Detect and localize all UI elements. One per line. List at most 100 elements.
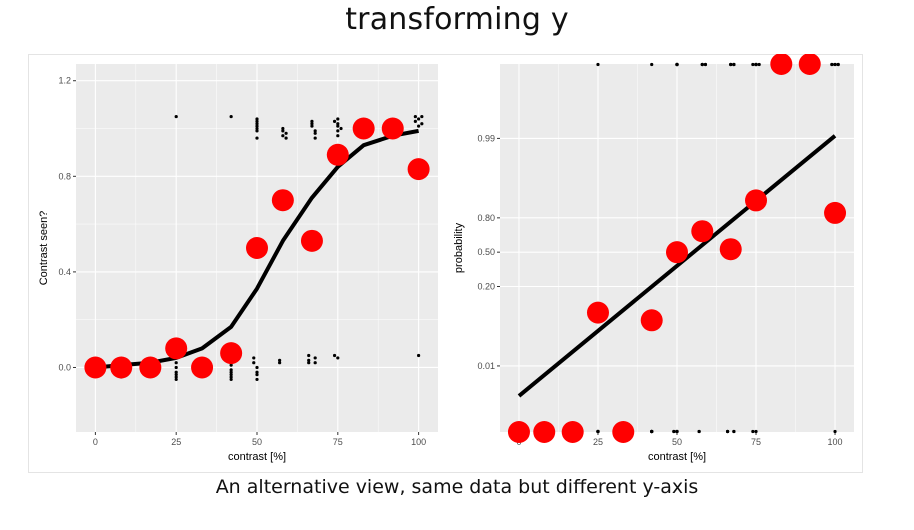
data-point (640, 309, 663, 332)
x-tick-label: 100 (411, 437, 426, 447)
raw-response-dot (697, 429, 701, 434)
raw-response-dot (833, 62, 837, 67)
data-point (407, 158, 430, 181)
data-point (271, 189, 294, 212)
raw-response-dot (281, 126, 285, 131)
data-point (352, 117, 375, 140)
slide-title: transforming y (345, 2, 569, 37)
raw-response-dot (229, 373, 233, 377)
raw-response-dot (278, 358, 282, 362)
raw-response-dot (255, 136, 259, 140)
data-point (381, 117, 404, 140)
x-tick-label: 0 (93, 437, 98, 447)
raw-response-dot (700, 62, 704, 67)
raw-response-dot (307, 358, 311, 362)
raw-response-dot (732, 429, 736, 434)
raw-response-dot (336, 122, 340, 126)
left-plot: 0 25 50 75 100 0.0 0.4 0.8 1.2 contrast [%] Contra… (38, 64, 438, 463)
raw-response-dot (672, 429, 676, 434)
raw-response-dot (751, 429, 755, 434)
raw-response-dot (310, 122, 314, 126)
y-tick-label: 0.4 (58, 267, 71, 277)
y-axis-label: probability (453, 222, 465, 273)
raw-response-dot (229, 114, 233, 119)
raw-response-dot (313, 136, 317, 140)
data-point (824, 201, 847, 224)
raw-response-dot (830, 62, 834, 67)
data-point (84, 356, 107, 379)
raw-response-dot (229, 377, 233, 382)
raw-response-dot (336, 117, 340, 121)
raw-response-dot (332, 353, 337, 358)
raw-response-dot (675, 429, 679, 434)
raw-response-dot (255, 370, 259, 374)
raw-response-dot (751, 62, 755, 67)
raw-response-dot (229, 363, 233, 367)
raw-response-dot (725, 429, 730, 434)
raw-response-dot (754, 429, 758, 434)
caption: An alternative view, same data but diffe… (215, 476, 699, 498)
data-point (139, 356, 162, 379)
y-tick-label: 0.80 (477, 213, 495, 223)
data-point (561, 421, 584, 443)
raw-response-dot (729, 62, 733, 67)
raw-response-dot (596, 429, 600, 434)
raw-response-dot (420, 122, 424, 126)
raw-response-dot (833, 429, 837, 434)
data-point (666, 241, 688, 264)
raw-response-dot (650, 62, 654, 67)
raw-response-dot (229, 375, 233, 379)
x-axis-label: contrast [%] (228, 451, 286, 463)
x-tick-label: 25 (593, 437, 603, 447)
data-point (300, 229, 323, 252)
raw-response-dot (174, 365, 178, 370)
raw-response-dot (307, 353, 311, 358)
x-tick-label: 25 (171, 437, 181, 447)
raw-response-dot (417, 353, 421, 358)
y-tick-label: 0.50 (477, 247, 495, 257)
raw-response-dot (174, 375, 178, 379)
data-point (246, 237, 268, 259)
raw-response-dot (754, 62, 758, 67)
fit-line (517, 134, 837, 398)
raw-response-dot (281, 134, 285, 138)
raw-response-dot (255, 129, 259, 133)
raw-response-dot (284, 131, 288, 135)
data-point (165, 337, 188, 360)
x-tick-label: 100 (828, 437, 843, 447)
raw-response-dot (336, 124, 340, 128)
raw-response-dot (420, 114, 424, 119)
y-tick-label: 0.0 (58, 362, 71, 372)
raw-response-dot (313, 129, 317, 133)
raw-response-dot (336, 134, 340, 138)
raw-response-dot (339, 126, 343, 131)
raw-response-dot (281, 129, 285, 133)
y-tick-label: 0.01 (477, 361, 495, 371)
raw-response-dot (174, 114, 178, 119)
data-point (691, 220, 714, 243)
data-point (612, 421, 635, 443)
raw-response-dot (310, 119, 314, 123)
raw-response-dot (255, 373, 259, 377)
data-point (533, 421, 556, 443)
data-point (745, 189, 768, 212)
y-tick-label: 0.8 (58, 171, 71, 181)
y-tick-label: 0.99 (477, 133, 495, 143)
data-point (719, 238, 742, 261)
raw-response-dot (174, 377, 178, 382)
raw-response-dot (255, 126, 259, 131)
raw-response-dot (310, 124, 314, 128)
raw-response-dot (174, 370, 178, 374)
raw-response-dot (255, 124, 259, 128)
raw-response-dot (313, 131, 317, 135)
data-point (770, 54, 793, 75)
data-point (220, 342, 243, 365)
raw-response-dot (255, 377, 259, 382)
x-tick-label: 75 (751, 437, 761, 447)
x-tick-label: 50 (672, 437, 682, 447)
raw-response-dot (417, 124, 421, 128)
raw-response-dot (732, 62, 736, 67)
data-point (326, 143, 349, 166)
x-tick-label: 75 (333, 437, 343, 447)
